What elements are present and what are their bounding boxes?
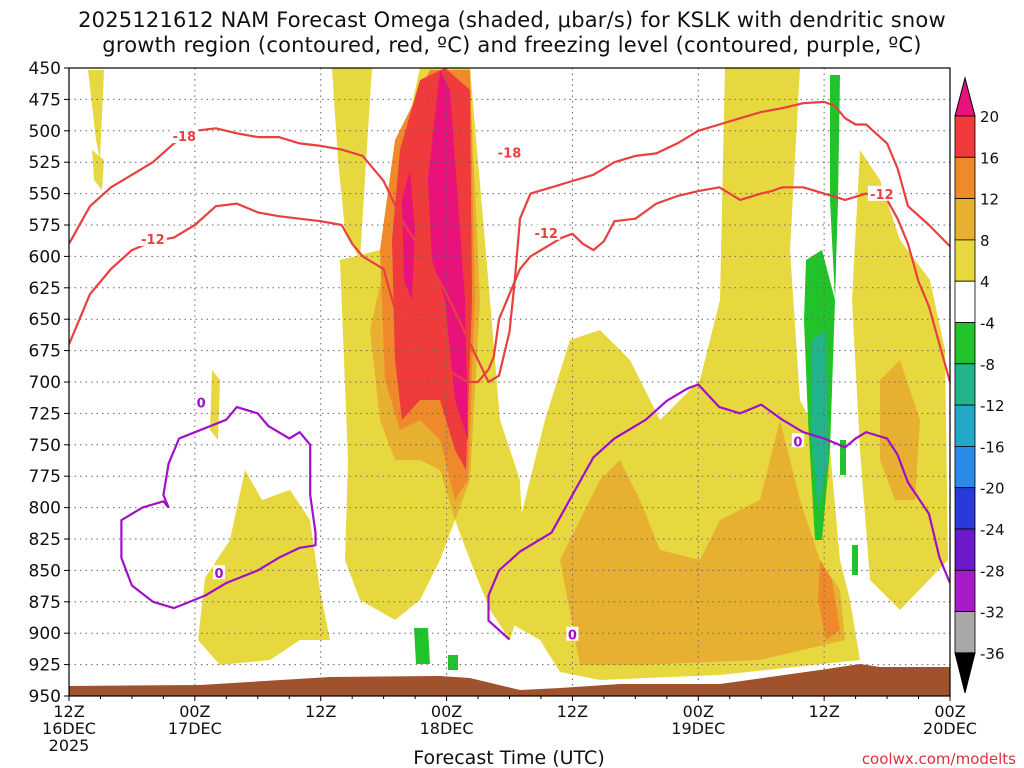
colorbar-label: 20	[980, 108, 999, 126]
colorbar-segment	[954, 280, 976, 323]
freezing-label: 0	[197, 396, 206, 411]
contour-lines: -18 -18 -12 -12 -12 0 0 0 0	[69, 100, 950, 644]
freezing-label-bg	[791, 433, 804, 448]
colorbar-label: -20	[980, 480, 1005, 498]
freezing-label: 0	[793, 435, 802, 450]
colorbar-label: -28	[980, 562, 1005, 580]
terrain-surface	[69, 664, 950, 696]
colorbar-bottom-arrow	[954, 652, 976, 694]
colorbar-label: -4	[980, 315, 995, 333]
x-axis-title: Forecast Time (UTC)	[413, 747, 604, 768]
freezing-label-bg	[566, 626, 579, 641]
freezing-label: 0	[214, 567, 223, 582]
contour-isotherm-12c	[69, 186, 950, 384]
y-axis: 450 475 500 525 550 575 600 625 650 675 700 725 750 7…	[29, 59, 69, 707]
contour-label-bg	[138, 231, 167, 247]
x-tick-label: 00Z	[934, 702, 965, 721]
y-tick-label: 600	[29, 247, 61, 267]
y-tick-label: 700	[29, 373, 61, 393]
colorbar-label: -24	[980, 521, 1005, 539]
y-tick-label: 775	[29, 467, 61, 487]
x-tick-label: 00Z	[179, 702, 210, 721]
chart-title-line2: growth region (contoured, red, ºC) and f…	[102, 33, 922, 57]
y-tick-label: 550	[29, 185, 61, 205]
y-tick-label: 900	[29, 624, 61, 644]
colorbar-label: 8	[980, 232, 990, 250]
contour-label-bg	[170, 128, 199, 144]
colorbar-segment	[954, 528, 976, 571]
colorbar-segment	[954, 487, 976, 530]
plot-grid	[68, 67, 951, 697]
x-tick-label: 16DEC	[42, 719, 96, 738]
y-tick-label: 750	[29, 436, 61, 456]
colorbar-segment	[954, 445, 976, 489]
colorbar-top-arrow	[954, 76, 976, 117]
colorbar-label: 16	[980, 149, 999, 167]
y-tick-label: 850	[29, 561, 61, 581]
y-tick-label: 625	[29, 279, 61, 299]
x-tick-label: 17DEC	[168, 719, 222, 738]
colorbar-label: -32	[980, 604, 1005, 622]
contour-label-bg	[532, 224, 561, 240]
freezing-label: 0	[568, 629, 577, 644]
contour-label: -12	[141, 233, 165, 248]
x-tick-label: 12Z	[305, 702, 336, 721]
x-tick-label: 2025	[49, 736, 90, 755]
contour-label: -18	[173, 130, 197, 145]
contour-label-bg	[867, 185, 896, 201]
colorbar-segment	[954, 115, 976, 158]
contour-isotherm-18c	[69, 100, 950, 384]
colorbar-segment	[954, 404, 976, 447]
colorbar: 20 16 12 8 4 -4 -8 -12 -16 -20 -24 -28 -32 -36	[954, 76, 1005, 694]
contour-isotherm-0c-right-	[487, 383, 950, 641]
x-tick-label: 12Z	[53, 702, 84, 721]
colorbar-label: 12	[980, 191, 999, 209]
y-tick-label: 475	[29, 90, 61, 110]
colorbar-segment	[954, 363, 976, 406]
colorbar-label: 4	[980, 273, 990, 291]
site-credit: coolwx.com/modelts	[862, 750, 1016, 768]
y-tick-label: 825	[29, 530, 61, 550]
y-tick-label: 450	[29, 59, 61, 79]
y-tick-label: 675	[29, 342, 61, 362]
colorbar-label: -8	[980, 356, 995, 374]
x-tick-label: 00Z	[683, 702, 714, 721]
y-tick-label: 925	[29, 656, 61, 676]
colorbar-segment	[954, 239, 976, 282]
colorbar-label: -36	[980, 645, 1005, 663]
contour-label: -12	[870, 188, 894, 203]
contour-label: -12	[534, 227, 558, 242]
y-tick-label: 650	[29, 310, 61, 330]
x-tick-label: 18DEC	[420, 719, 474, 738]
x-tick-label: 19DEC	[671, 719, 725, 738]
y-tick-label: 725	[29, 404, 61, 424]
y-tick-label: 500	[29, 122, 61, 142]
y-tick-label: 575	[29, 216, 61, 236]
x-tick-label: 12Z	[808, 702, 839, 721]
y-tick-label: 800	[29, 499, 61, 519]
colorbar-segment	[954, 198, 976, 241]
freezing-label-bg	[195, 394, 208, 409]
contour-label: -18	[498, 146, 522, 161]
contour-label-bg	[495, 144, 524, 160]
x-tick-label: 12Z	[557, 702, 588, 721]
colorbar-segment	[954, 611, 976, 654]
x-tick-label: 00Z	[431, 702, 462, 721]
colorbar-label: -12	[980, 397, 1005, 415]
y-tick-label: 525	[29, 153, 61, 173]
colorbar-label: -16	[980, 438, 1005, 456]
x-tick-label: 20DEC	[923, 719, 977, 738]
y-tick-label: 875	[29, 593, 61, 613]
colorbar-segment	[954, 156, 976, 200]
y-tick-label: 950	[29, 687, 61, 707]
colorbar-segment	[954, 569, 976, 612]
colorbar-segment	[954, 322, 976, 365]
chart-title-line1: 2025121612 NAM Forecast Omega (shaded, μ…	[78, 8, 946, 32]
freezing-label-bg	[212, 565, 225, 580]
contour-isotherm-0c	[120, 406, 317, 610]
